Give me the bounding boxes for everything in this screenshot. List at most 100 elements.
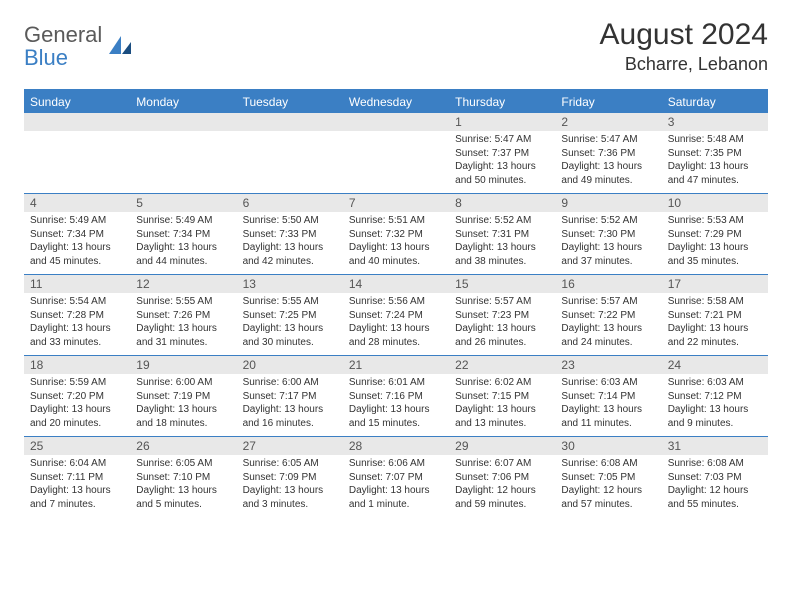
- day-cell-line: Daylight: 13 hours: [243, 241, 337, 255]
- day-cell-line: Sunset: 7:26 PM: [136, 309, 230, 323]
- day-cell-line: and 49 minutes.: [561, 174, 655, 188]
- day-cell-line: Sunset: 7:36 PM: [561, 147, 655, 161]
- day-cell-line: Sunrise: 6:05 AM: [243, 457, 337, 471]
- day-cell-line: Sunrise: 6:02 AM: [455, 376, 549, 390]
- day-cell-line: Sunrise: 5:49 AM: [30, 214, 124, 228]
- day-header-sunday: Sunday: [24, 91, 130, 113]
- day-cell-line: and 38 minutes.: [455, 255, 549, 269]
- day-cell-line: and 44 minutes.: [136, 255, 230, 269]
- day-cell-line: Sunset: 7:21 PM: [668, 309, 762, 323]
- day-cell-line: and 7 minutes.: [30, 498, 124, 512]
- daynum-row: 18192021222324: [24, 356, 768, 374]
- day-header-thursday: Thursday: [449, 91, 555, 113]
- day-cell-line: and 1 minute.: [349, 498, 443, 512]
- day-cell-line: and 31 minutes.: [136, 336, 230, 350]
- day-cell-line: Sunrise: 5:48 AM: [668, 133, 762, 147]
- day-cell: Sunrise: 6:04 AMSunset: 7:11 PMDaylight:…: [24, 455, 130, 517]
- day-cell: Sunrise: 5:48 AMSunset: 7:35 PMDaylight:…: [662, 131, 768, 193]
- day-cell-line: Daylight: 13 hours: [455, 403, 549, 417]
- day-cell: Sunrise: 5:52 AMSunset: 7:31 PMDaylight:…: [449, 212, 555, 274]
- day-cell-line: Sunset: 7:11 PM: [30, 471, 124, 485]
- day-number: 8: [449, 194, 555, 212]
- day-cell: Sunrise: 5:58 AMSunset: 7:21 PMDaylight:…: [662, 293, 768, 355]
- day-cell-line: Sunset: 7:09 PM: [243, 471, 337, 485]
- day-header-monday: Monday: [130, 91, 236, 113]
- day-cell: Sunrise: 6:00 AMSunset: 7:19 PMDaylight:…: [130, 374, 236, 436]
- day-cell-line: and 30 minutes.: [243, 336, 337, 350]
- day-cell: Sunrise: 5:47 AMSunset: 7:36 PMDaylight:…: [555, 131, 661, 193]
- day-cell-line: Daylight: 13 hours: [349, 322, 443, 336]
- day-cell-line: Sunrise: 5:53 AM: [668, 214, 762, 228]
- day-cell-line: Sunset: 7:30 PM: [561, 228, 655, 242]
- day-cell-line: Sunset: 7:10 PM: [136, 471, 230, 485]
- day-cell-line: and 3 minutes.: [243, 498, 337, 512]
- day-cell-line: Sunrise: 5:52 AM: [561, 214, 655, 228]
- day-number: 1: [449, 113, 555, 131]
- day-cell-line: Sunrise: 5:57 AM: [455, 295, 549, 309]
- day-cell: [237, 131, 343, 193]
- day-cell-line: and 45 minutes.: [30, 255, 124, 269]
- day-cell: Sunrise: 5:57 AMSunset: 7:23 PMDaylight:…: [449, 293, 555, 355]
- day-cell-line: Sunset: 7:25 PM: [243, 309, 337, 323]
- day-cell: [130, 131, 236, 193]
- day-cell-line: Sunrise: 5:55 AM: [243, 295, 337, 309]
- day-cell-line: Daylight: 12 hours: [455, 484, 549, 498]
- day-header-row: SundayMondayTuesdayWednesdayThursdayFrid…: [24, 91, 768, 113]
- day-number: 9: [555, 194, 661, 212]
- day-cell-line: and 35 minutes.: [668, 255, 762, 269]
- week-row: 45678910Sunrise: 5:49 AMSunset: 7:34 PMD…: [24, 193, 768, 274]
- day-number: 5: [130, 194, 236, 212]
- day-number: 10: [662, 194, 768, 212]
- day-cell: Sunrise: 6:01 AMSunset: 7:16 PMDaylight:…: [343, 374, 449, 436]
- day-cell-line: and 22 minutes.: [668, 336, 762, 350]
- day-cell-line: and 37 minutes.: [561, 255, 655, 269]
- day-cell-line: Sunrise: 6:08 AM: [561, 457, 655, 471]
- day-number: 17: [662, 275, 768, 293]
- day-cell: Sunrise: 6:05 AMSunset: 7:10 PMDaylight:…: [130, 455, 236, 517]
- day-cell: Sunrise: 5:54 AMSunset: 7:28 PMDaylight:…: [24, 293, 130, 355]
- day-cell: Sunrise: 5:49 AMSunset: 7:34 PMDaylight:…: [130, 212, 236, 274]
- day-number: 4: [24, 194, 130, 212]
- day-cell: Sunrise: 6:02 AMSunset: 7:15 PMDaylight:…: [449, 374, 555, 436]
- day-cell-line: Daylight: 13 hours: [561, 322, 655, 336]
- day-cell-line: Sunrise: 5:57 AM: [561, 295, 655, 309]
- day-cell-line: and 16 minutes.: [243, 417, 337, 431]
- day-cell-line: Daylight: 13 hours: [30, 241, 124, 255]
- day-cell: Sunrise: 6:08 AMSunset: 7:05 PMDaylight:…: [555, 455, 661, 517]
- day-cell-line: and 33 minutes.: [30, 336, 124, 350]
- day-number: 2: [555, 113, 661, 131]
- day-cell-line: Sunset: 7:12 PM: [668, 390, 762, 404]
- day-number: 14: [343, 275, 449, 293]
- day-cell-line: Sunrise: 5:50 AM: [243, 214, 337, 228]
- day-number: 20: [237, 356, 343, 374]
- day-cell-line: Sunrise: 5:58 AM: [668, 295, 762, 309]
- day-cell-line: Sunset: 7:24 PM: [349, 309, 443, 323]
- week-row: 18192021222324Sunrise: 5:59 AMSunset: 7:…: [24, 355, 768, 436]
- day-number: 13: [237, 275, 343, 293]
- title-block: August 2024 Bcharre, Lebanon: [600, 18, 768, 75]
- day-cell-line: Sunset: 7:37 PM: [455, 147, 549, 161]
- day-number: 23: [555, 356, 661, 374]
- day-cell-line: Sunrise: 5:47 AM: [561, 133, 655, 147]
- location: Bcharre, Lebanon: [600, 54, 768, 75]
- day-cell-line: and 18 minutes.: [136, 417, 230, 431]
- day-header-saturday: Saturday: [662, 91, 768, 113]
- day-number: 16: [555, 275, 661, 293]
- cells-row: Sunrise: 6:04 AMSunset: 7:11 PMDaylight:…: [24, 455, 768, 517]
- day-cell-line: Sunset: 7:06 PM: [455, 471, 549, 485]
- day-cell-line: Sunrise: 5:49 AM: [136, 214, 230, 228]
- day-cell-line: Sunrise: 6:01 AM: [349, 376, 443, 390]
- day-cell-line: Sunset: 7:28 PM: [30, 309, 124, 323]
- day-cell-line: and 11 minutes.: [561, 417, 655, 431]
- day-number: 25: [24, 437, 130, 455]
- day-cell-line: Daylight: 13 hours: [455, 322, 549, 336]
- day-header-tuesday: Tuesday: [237, 91, 343, 113]
- day-cell-line: Sunrise: 5:54 AM: [30, 295, 124, 309]
- day-number: 6: [237, 194, 343, 212]
- day-cell-line: and 40 minutes.: [349, 255, 443, 269]
- day-cell: Sunrise: 6:03 AMSunset: 7:12 PMDaylight:…: [662, 374, 768, 436]
- day-cell-line: and 20 minutes.: [30, 417, 124, 431]
- day-cell-line: and 42 minutes.: [243, 255, 337, 269]
- cells-row: Sunrise: 5:47 AMSunset: 7:37 PMDaylight:…: [24, 131, 768, 193]
- day-cell-line: and 13 minutes.: [455, 417, 549, 431]
